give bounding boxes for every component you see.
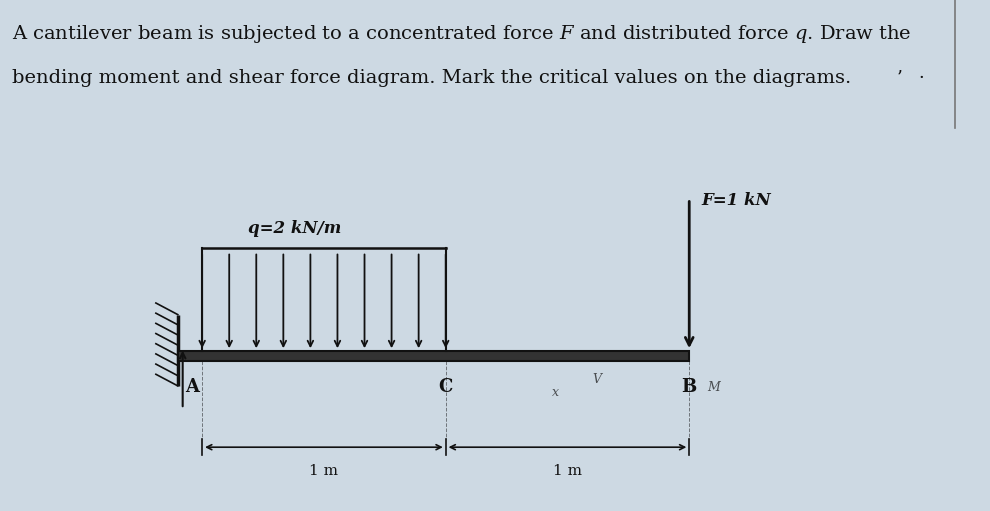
- Text: V: V: [592, 373, 601, 386]
- Text: x: x: [551, 386, 558, 399]
- Text: ·: ·: [919, 69, 925, 87]
- Text: ’: ’: [897, 69, 903, 87]
- Text: 1 m: 1 m: [553, 464, 582, 478]
- Text: A: A: [185, 378, 199, 396]
- Text: A cantilever beam is subjected to a concentrated force $F$ and distributed force: A cantilever beam is subjected to a conc…: [12, 23, 912, 45]
- Bar: [178, 351, 689, 361]
- Text: bending moment and shear force diagram. Mark the critical values on the diagrams: bending moment and shear force diagram. …: [12, 69, 851, 87]
- Text: B: B: [681, 378, 697, 396]
- Text: F=1 kN: F=1 kN: [702, 192, 771, 209]
- Text: q=2 kN/m: q=2 kN/m: [248, 220, 342, 237]
- Text: 1 m: 1 m: [310, 464, 339, 478]
- Text: C: C: [439, 378, 452, 396]
- Text: M: M: [707, 381, 720, 394]
